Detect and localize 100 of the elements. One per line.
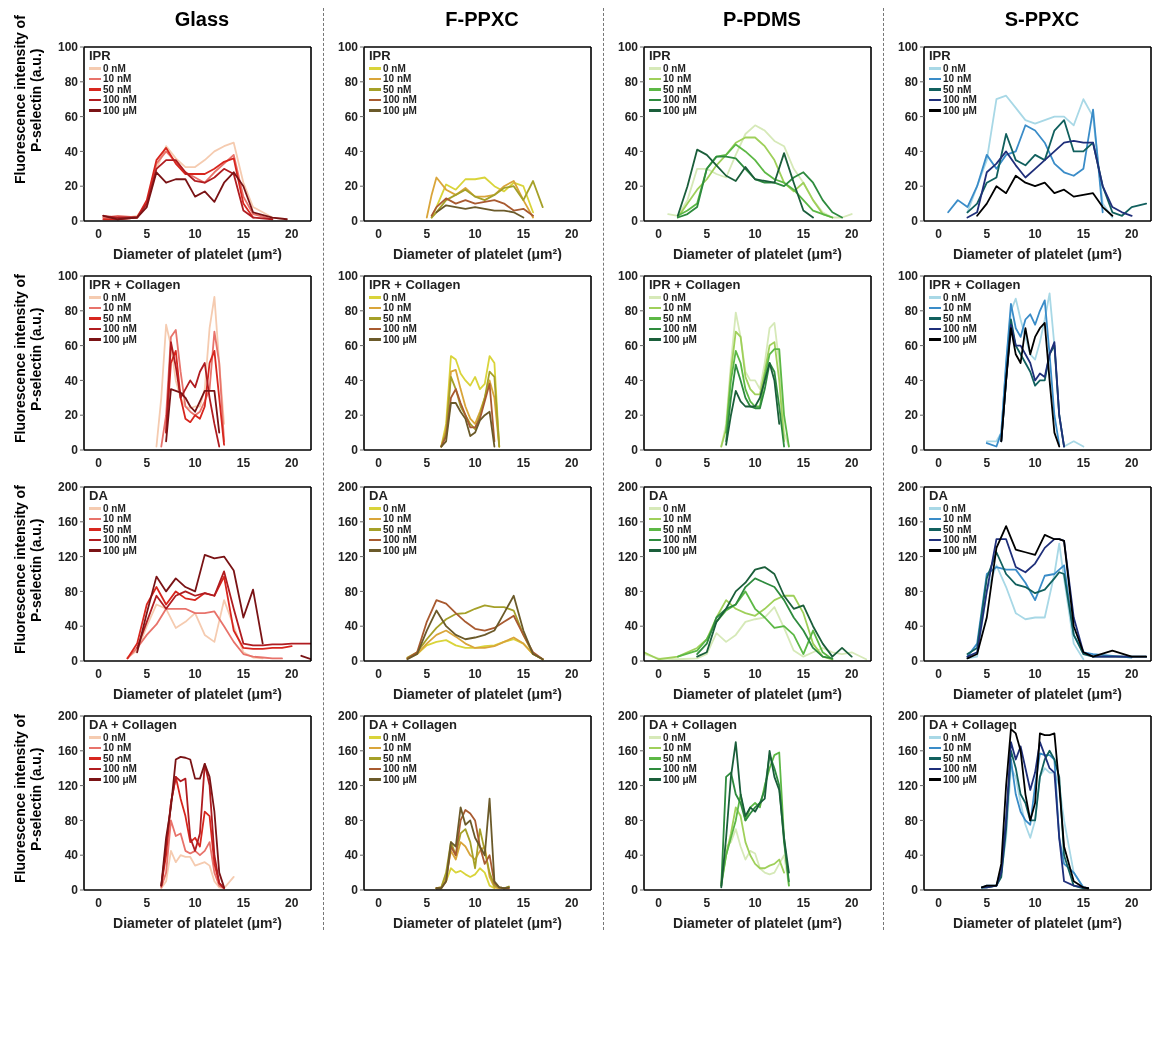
x-tick-label: 10 <box>748 455 763 470</box>
legend-label: 100 nM <box>663 94 697 106</box>
y-tick-label: 40 <box>624 619 639 634</box>
legend-label: 50 nM <box>663 83 692 95</box>
x-tick-label: 10 <box>468 666 483 681</box>
y-tick-label: 40 <box>344 144 359 159</box>
y-tick-label: 120 <box>897 778 919 793</box>
y-tick-label: 160 <box>337 515 359 530</box>
legend-label: 100 nM <box>103 534 137 546</box>
y-tick-label: 80 <box>64 813 79 828</box>
legend-label: 10 nM <box>943 302 972 314</box>
x-tick-label: 15 <box>236 455 251 470</box>
y-tick-label: 0 <box>351 214 359 229</box>
x-axis-title: Diameter of platelet (μm²) <box>673 915 842 931</box>
legend-label: 100 nM <box>943 323 977 335</box>
x-tick-label: 15 <box>796 666 811 681</box>
y-tick-label: 120 <box>337 549 359 564</box>
legend-label: 100 nM <box>103 94 137 106</box>
legend-label: 100 μM <box>943 773 977 785</box>
x-axis-title: Diameter of platelet (μm²) <box>113 246 282 262</box>
y-tick-label: 40 <box>624 373 639 388</box>
y-tick-label: 80 <box>624 584 639 599</box>
x-tick-label: 5 <box>143 226 151 241</box>
y-tick-label: 120 <box>337 778 359 793</box>
x-tick-label: 5 <box>143 895 151 910</box>
y-tick-label: 80 <box>904 584 919 599</box>
legend-title: DA + Collagen <box>929 717 1018 732</box>
y-tick-label: 20 <box>64 408 79 423</box>
chart-title: P-PDMS <box>722 8 802 32</box>
x-tick-label: 0 <box>95 226 103 241</box>
legend-label: 100 nM <box>383 323 417 335</box>
x-tick-label: 15 <box>1076 895 1091 910</box>
legend-title: DA <box>649 488 669 503</box>
x-tick-label: 15 <box>236 895 251 910</box>
x-tick-label: 20 <box>845 666 859 681</box>
legend-label: 10 nM <box>103 73 132 85</box>
x-tick-label: 10 <box>188 895 203 910</box>
x-tick-label: 10 <box>1028 895 1043 910</box>
legend-label: 50 nM <box>943 752 972 764</box>
y-tick-label: 120 <box>57 778 79 793</box>
y-tick-label: 160 <box>897 744 919 759</box>
legend-title: IPR + Collagen <box>89 277 181 292</box>
x-tick-label: 15 <box>1076 666 1091 681</box>
x-tick-label: 0 <box>95 455 103 470</box>
y-tick-label: 20 <box>624 179 639 194</box>
legend-label: 50 nM <box>663 523 692 535</box>
y-tick-label: 0 <box>71 654 79 669</box>
y-tick-label: 40 <box>344 619 359 634</box>
y-tick-label: 200 <box>337 709 359 724</box>
y-tick-label: 80 <box>904 304 919 319</box>
y-tick-label: 0 <box>911 654 919 669</box>
y-tick-label: 100 <box>617 40 639 55</box>
legend-title: IPR + Collagen <box>929 277 1021 292</box>
y-tick-label: 200 <box>617 709 639 724</box>
x-tick-label: 10 <box>1028 226 1043 241</box>
legend-label: 10 nM <box>663 73 692 85</box>
x-tick-label: 0 <box>95 666 103 681</box>
legend-label: 0 nM <box>663 502 686 514</box>
x-axis-title: Diameter of platelet (μm²) <box>953 686 1122 702</box>
x-tick-label: 20 <box>1125 226 1139 241</box>
chart-title: Glass <box>173 8 231 32</box>
legend-title: IPR <box>649 48 672 63</box>
legend-label: 50 nM <box>103 312 132 324</box>
legend-label: 10 nM <box>943 742 972 754</box>
y-tick-label: 100 <box>337 269 359 284</box>
y-tick-label: 200 <box>897 480 919 495</box>
y-tick-label: 60 <box>344 109 359 124</box>
x-axis-title: Diameter of platelet (μm²) <box>673 686 842 702</box>
x-tick-label: 20 <box>565 666 579 681</box>
y-axis-title: Fluorescence intensity of P-selectin (a.u.) <box>12 14 44 185</box>
y-tick-label: 60 <box>64 338 79 353</box>
legend-label: 100 nM <box>383 763 417 775</box>
y-tick-label: 40 <box>904 619 919 634</box>
x-tick-label: 0 <box>375 895 383 910</box>
legend-label: 0 nM <box>103 291 126 303</box>
y-tick-label: 60 <box>344 338 359 353</box>
y-tick-label: 160 <box>57 515 79 530</box>
y-tick-label: 60 <box>64 109 79 124</box>
y-tick-label: 20 <box>344 408 359 423</box>
x-tick-label: 5 <box>983 895 991 910</box>
y-tick-label: 200 <box>57 709 79 724</box>
y-tick-label: 0 <box>351 883 359 898</box>
y-tick-label: 40 <box>344 848 359 863</box>
legend-label: 10 nM <box>103 742 132 754</box>
y-tick-label: 80 <box>624 304 639 319</box>
y-tick-label: 60 <box>624 109 639 124</box>
x-tick-label: 15 <box>516 226 531 241</box>
y-tick-label: 80 <box>344 584 359 599</box>
x-tick-label: 20 <box>1125 666 1139 681</box>
legend-label: 100 μM <box>103 333 137 345</box>
y-tick-label: 200 <box>617 480 639 495</box>
y-tick-label: 80 <box>344 75 359 90</box>
x-tick-label: 10 <box>468 455 483 470</box>
y-tick-label: 0 <box>631 214 639 229</box>
legend-label: 100 nM <box>383 534 417 546</box>
legend-label: 50 nM <box>663 312 692 324</box>
x-tick-label: 15 <box>236 226 251 241</box>
y-tick-label: 40 <box>344 373 359 388</box>
y-tick-label: 80 <box>344 304 359 319</box>
legend-label: 10 nM <box>103 302 132 314</box>
